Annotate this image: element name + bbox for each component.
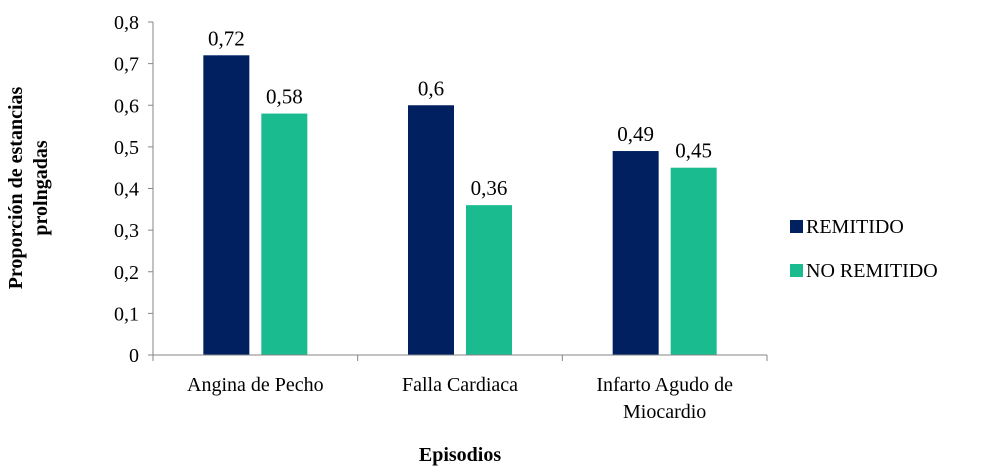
y-axis-ticks: 0 0,1 0,2 0,3 0,4 0,5 0,6 0,7 0,8 — [114, 12, 768, 367]
data-label: 0,58 — [266, 85, 303, 109]
x-axis-categories: Angina de Pecho Falla Cardiaca Infarto Agu… — [187, 374, 733, 423]
legend-swatch — [790, 220, 803, 233]
y-tick-label: 0,6 — [114, 95, 139, 117]
y-tick-label: 0,2 — [114, 262, 139, 284]
data-label: 0,6 — [418, 76, 444, 100]
legend-label: REMITIDO — [806, 216, 904, 238]
x-category-label: Falla Cardiaca — [402, 374, 518, 396]
bar — [670, 167, 717, 355]
bar — [466, 205, 512, 355]
y-tick-label: 0,1 — [114, 303, 139, 325]
legend-swatch — [790, 264, 803, 277]
y-tick-label: 0,8 — [114, 12, 139, 34]
y-axis-title: Proporción de estancias prolngadas — [5, 86, 52, 289]
data-label: 0,72 — [208, 26, 245, 50]
data-labels: 0,72 0,58 0,6 0,36 0,49 0,45 — [208, 26, 712, 200]
y-axis-title-text: Proporción de estancias prolngadas — [5, 86, 52, 289]
x-category-label: Angina de Pecho — [187, 374, 324, 396]
y-tick-label: 0,3 — [114, 220, 139, 242]
y-tick-label: 0,4 — [114, 179, 139, 201]
legend-label: NO REMITIDO — [806, 260, 938, 282]
legend: REMITIDO NO REMITIDO — [790, 216, 938, 282]
data-label: 0,45 — [675, 139, 712, 163]
data-label: 0,36 — [471, 176, 508, 200]
bar — [612, 151, 659, 355]
bar — [261, 113, 308, 355]
x-category-label: Infarto Agudo de Miocardio — [596, 374, 733, 423]
y-tick-label: 0,7 — [114, 54, 139, 76]
bar — [408, 105, 454, 355]
bars — [203, 55, 717, 356]
data-label: 0,49 — [617, 122, 654, 146]
y-tick-label: 0,5 — [114, 137, 139, 159]
bar — [203, 55, 250, 356]
y-tick-label: 0 — [129, 345, 139, 367]
x-axis-title: Episodios — [419, 444, 501, 466]
